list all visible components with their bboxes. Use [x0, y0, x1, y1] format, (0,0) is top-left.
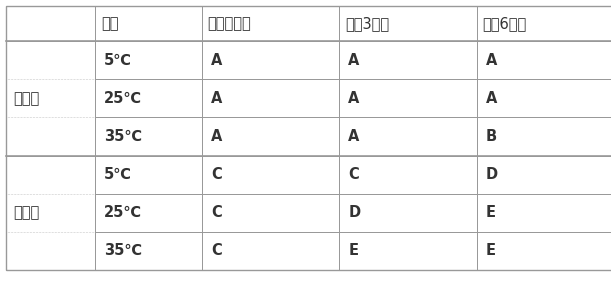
Bar: [95, 194, 202, 232]
Bar: [202, 194, 339, 232]
Bar: [95, 117, 202, 156]
Text: 保存3个月: 保存3个月: [345, 16, 389, 31]
Bar: [339, 6, 477, 41]
Text: 25℃: 25℃: [104, 91, 142, 106]
Bar: [202, 6, 339, 41]
Text: C: C: [211, 167, 222, 182]
Bar: [477, 117, 611, 156]
Text: A: A: [211, 91, 222, 106]
Text: D: D: [486, 167, 498, 182]
Text: A: A: [211, 129, 222, 144]
Bar: [339, 41, 477, 79]
Text: C: C: [348, 167, 359, 182]
Text: C: C: [211, 243, 222, 258]
Text: A: A: [348, 129, 360, 144]
Text: A: A: [211, 53, 222, 68]
Text: A: A: [486, 53, 497, 68]
Bar: [202, 232, 339, 270]
Text: 35℃: 35℃: [104, 129, 142, 144]
Bar: [477, 194, 611, 232]
Text: 比较品: 比较品: [13, 205, 40, 220]
Text: 35℃: 35℃: [104, 243, 142, 258]
Bar: [202, 156, 339, 194]
Text: E: E: [486, 205, 496, 220]
Bar: [477, 156, 611, 194]
Bar: [95, 6, 202, 41]
Bar: [477, 79, 611, 117]
Bar: [339, 79, 477, 117]
Bar: [95, 232, 202, 270]
Bar: [339, 117, 477, 156]
Bar: [95, 156, 202, 194]
Bar: [6, 156, 95, 270]
Text: 5℃: 5℃: [104, 53, 132, 68]
Text: B: B: [486, 129, 497, 144]
Bar: [6, 41, 95, 156]
Bar: [202, 117, 339, 156]
Bar: [339, 194, 477, 232]
Text: C: C: [211, 205, 222, 220]
Text: 刚生产出来: 刚生产出来: [208, 16, 252, 31]
Bar: [202, 41, 339, 79]
Text: 25℃: 25℃: [104, 205, 142, 220]
Text: E: E: [348, 243, 358, 258]
Text: A: A: [348, 91, 360, 106]
Bar: [95, 79, 202, 117]
Text: A: A: [348, 53, 360, 68]
Text: D: D: [348, 205, 360, 220]
Text: 温度: 温度: [101, 16, 119, 31]
Text: 保存6个月: 保存6个月: [483, 16, 527, 31]
Bar: [477, 41, 611, 79]
Bar: [6, 6, 95, 41]
Bar: [339, 156, 477, 194]
Bar: [477, 6, 611, 41]
Text: 5℃: 5℃: [104, 167, 132, 182]
Text: 本发明: 本发明: [13, 91, 40, 106]
Bar: [202, 79, 339, 117]
Text: A: A: [486, 91, 497, 106]
Text: E: E: [486, 243, 496, 258]
Bar: [95, 41, 202, 79]
Bar: [339, 232, 477, 270]
Bar: [6, 6, 611, 270]
Bar: [477, 232, 611, 270]
